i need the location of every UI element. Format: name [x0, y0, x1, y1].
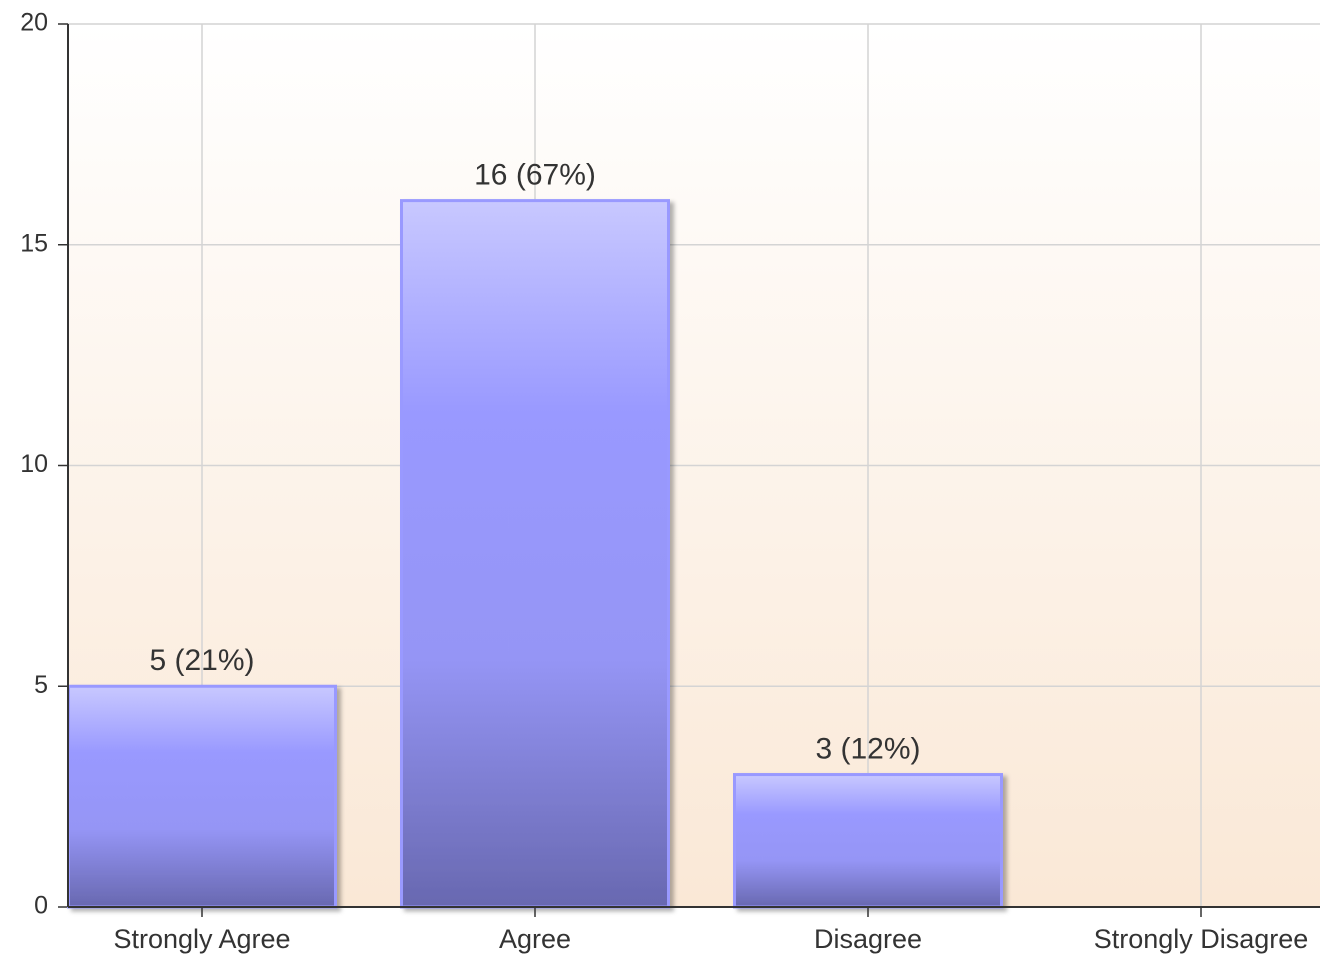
- x-tick-label: Strongly Agree: [113, 924, 290, 954]
- bar: [733, 773, 1003, 909]
- x-tick-label: Strongly Disagree: [1094, 924, 1309, 954]
- y-tick-label: 5: [34, 671, 48, 699]
- y-tick-label: 0: [34, 892, 48, 920]
- x-tick-label: Agree: [499, 924, 571, 954]
- y-tick-label: 10: [20, 450, 48, 478]
- value-label: 3 (12%): [815, 732, 920, 765]
- y-tick-label: 20: [20, 9, 48, 37]
- y-tick-label: 15: [20, 229, 48, 257]
- value-label: 5 (21%): [149, 644, 254, 677]
- bar: [400, 199, 670, 909]
- value-label: 16 (67%): [474, 159, 596, 192]
- bar: [67, 684, 337, 909]
- x-tick-label: Disagree: [814, 924, 922, 954]
